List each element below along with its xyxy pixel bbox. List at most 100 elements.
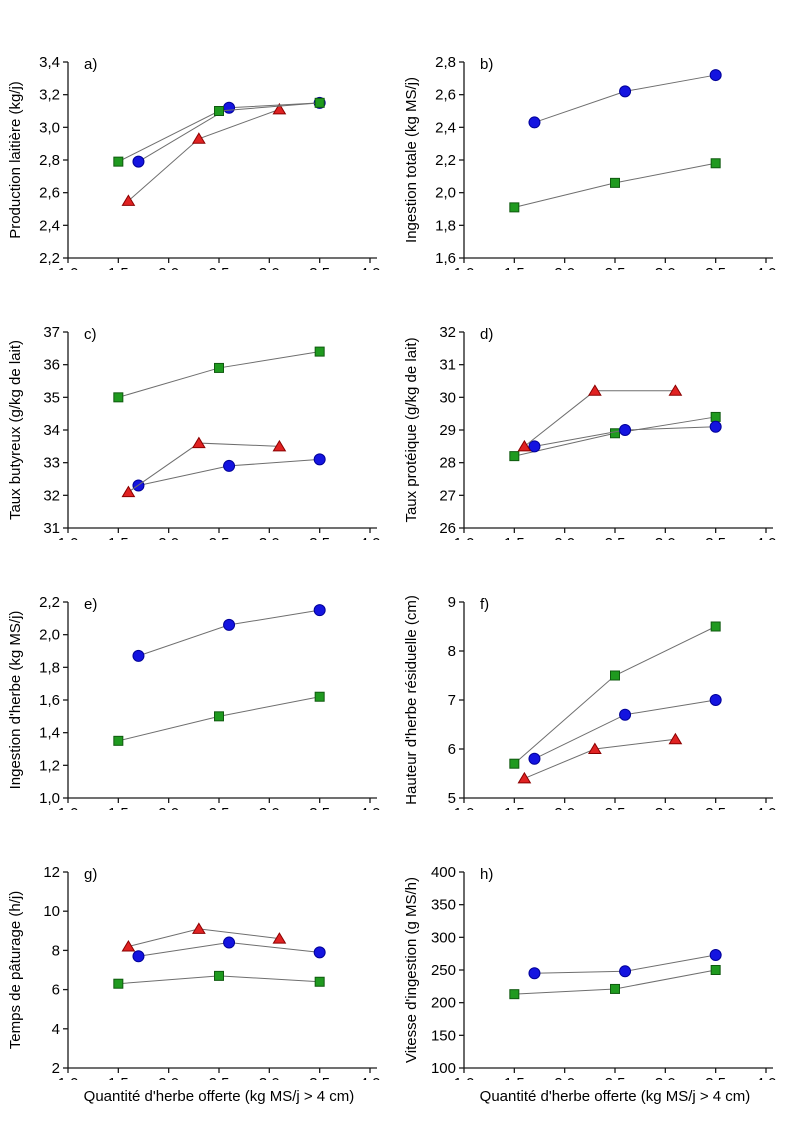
series-green-square <box>509 621 721 769</box>
panel-e: 1,0 1,5 2,0 2,5 3,0 3,5 4,0 1,0 1,2 1,4 1,6 1,8 2,0 2… <box>7 594 380 810</box>
series-blue-circle <box>132 96 326 168</box>
series-blue-circle <box>528 694 722 765</box>
tick-labels-g: 1,0 1,5 2,0 2,5 3,0 3,5 4,0 2 4 6 8 10 12 <box>43 864 380 1080</box>
svg-text:2,0: 2,0 <box>435 185 456 202</box>
data-point <box>709 420 722 433</box>
axes-c <box>63 331 377 533</box>
svg-text:1,2: 1,2 <box>39 757 60 774</box>
data-point <box>214 970 224 981</box>
series-blue-circle <box>132 936 326 963</box>
svg-text:3,5: 3,5 <box>705 265 726 270</box>
data-point <box>528 440 541 453</box>
series-green-square <box>113 970 325 989</box>
series-red-triangle <box>517 732 683 784</box>
svg-text:3,5: 3,5 <box>705 535 726 540</box>
svg-text:400: 400 <box>431 864 456 881</box>
data-point <box>272 102 287 115</box>
svg-text:1,0: 1,0 <box>39 790 60 807</box>
data-point <box>223 101 236 114</box>
svg-text:1,0: 1,0 <box>58 535 79 540</box>
tick-labels-d: 1,0 1,5 2,0 2,5 3,0 3,5 4,0 26 27 28 29 30 31 32 <box>439 324 776 540</box>
svg-text:7: 7 <box>448 692 456 709</box>
y-axis-title-b: Ingestion totale (kg MS/j) <box>403 77 420 243</box>
svg-text:4,0: 4,0 <box>360 265 381 270</box>
svg-text:1,0: 1,0 <box>454 265 475 270</box>
axes-g <box>63 871 377 1073</box>
data-point <box>132 649 145 662</box>
svg-text:3,5: 3,5 <box>309 1075 330 1080</box>
svg-text:1,5: 1,5 <box>108 1075 129 1080</box>
series-blue-circle <box>132 604 326 662</box>
svg-text:2: 2 <box>52 1060 60 1077</box>
svg-text:1,0: 1,0 <box>454 1075 475 1080</box>
svg-text:3,5: 3,5 <box>309 265 330 270</box>
data-point <box>509 451 520 462</box>
svg-text:2,5: 2,5 <box>209 535 230 540</box>
data-point <box>313 604 326 617</box>
series-green-square <box>113 97 325 167</box>
axes-f <box>459 601 773 803</box>
svg-text:1,0: 1,0 <box>454 805 475 810</box>
svg-text:150: 150 <box>431 1027 456 1044</box>
tick-labels-b: 1,0 1,5 2,0 2,5 3,0 3,5 4,0 1,6 1,8 2,0 2,2 2,4 2,6 2… <box>435 54 776 270</box>
svg-text:1,5: 1,5 <box>504 1075 525 1080</box>
y-axis-title-g: Temps de pâturage (h/j) <box>7 891 24 1049</box>
svg-text:10: 10 <box>43 903 60 920</box>
svg-text:2,0: 2,0 <box>554 805 575 810</box>
svg-text:4: 4 <box>52 1021 60 1038</box>
series-red-triangle <box>121 436 287 498</box>
svg-text:100: 100 <box>431 1060 456 1077</box>
svg-text:2,8: 2,8 <box>435 54 456 71</box>
svg-text:36: 36 <box>43 357 60 374</box>
y-axis-title-d: Taux protéique (g/kg de lait) <box>403 337 420 522</box>
data-point <box>223 459 236 472</box>
svg-text:3,0: 3,0 <box>655 805 676 810</box>
svg-text:6: 6 <box>52 982 60 999</box>
svg-text:6: 6 <box>448 741 456 758</box>
series-red-triangle <box>517 384 683 452</box>
series-green-square <box>509 158 721 213</box>
panel-g: 1,0 1,5 2,0 2,5 3,0 3,5 4,0 2 4 6 8 10 12 g) Temps de … <box>7 864 380 1080</box>
series-green-square <box>509 411 721 462</box>
svg-text:4,0: 4,0 <box>756 265 777 270</box>
data-point <box>314 346 325 357</box>
svg-text:2,5: 2,5 <box>209 265 230 270</box>
panel-tag-c: c) <box>84 326 97 343</box>
svg-text:3,5: 3,5 <box>309 535 330 540</box>
svg-text:32: 32 <box>43 487 60 504</box>
data-point <box>610 428 620 439</box>
data-point <box>314 691 325 702</box>
data-point <box>619 85 632 98</box>
data-point <box>132 155 145 168</box>
data-point <box>509 758 520 769</box>
x-axis-title-left: Quantité d'herbe offerte (kg MS/j > 4 cm… <box>83 1088 355 1105</box>
y-axis-title-e: Ingestion d'herbe (kg MS/j) <box>7 611 24 790</box>
data-point <box>313 946 326 959</box>
data-point <box>121 485 136 498</box>
svg-text:2,2: 2,2 <box>39 594 60 611</box>
svg-text:3,0: 3,0 <box>655 265 676 270</box>
svg-text:2,0: 2,0 <box>158 1075 179 1080</box>
y-axis-title-f: Hauteur d'herbe résiduelle (cm) <box>403 595 420 805</box>
data-point <box>709 948 722 961</box>
svg-text:3,0: 3,0 <box>39 119 60 136</box>
data-point <box>610 177 620 188</box>
series-green-square <box>509 965 721 1000</box>
panel-tag-d: d) <box>480 326 493 343</box>
svg-text:3,0: 3,0 <box>259 805 280 810</box>
axes-h <box>459 871 773 1073</box>
svg-text:250: 250 <box>431 962 456 979</box>
data-point <box>710 158 721 169</box>
svg-text:3,2: 3,2 <box>39 87 60 104</box>
data-point <box>587 384 602 396</box>
data-point <box>710 621 721 632</box>
series-blue-circle <box>528 69 722 129</box>
svg-text:1,5: 1,5 <box>108 265 129 270</box>
svg-text:1,0: 1,0 <box>58 805 79 810</box>
svg-text:3,0: 3,0 <box>259 1075 280 1080</box>
svg-text:3,0: 3,0 <box>655 1075 676 1080</box>
svg-text:4,0: 4,0 <box>360 535 381 540</box>
y-axis-title-a: Production laitière (kg/j) <box>7 81 24 239</box>
svg-text:26: 26 <box>439 520 456 537</box>
